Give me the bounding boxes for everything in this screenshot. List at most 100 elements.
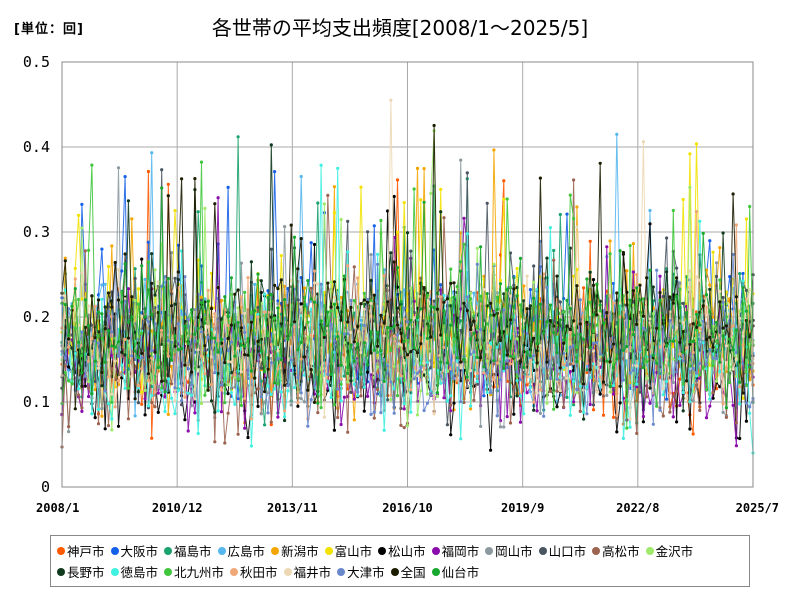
data-point — [439, 295, 443, 299]
data-point — [362, 409, 366, 413]
data-point — [532, 296, 536, 300]
data-point — [67, 379, 71, 383]
legend-marker — [431, 546, 440, 555]
data-point — [67, 337, 71, 341]
data-point — [190, 370, 194, 374]
data-point — [319, 406, 323, 410]
series-points-19 — [60, 186, 755, 410]
data-point — [103, 305, 107, 309]
data-point — [116, 379, 121, 383]
data-point — [395, 230, 400, 234]
data-point — [661, 316, 665, 320]
data-point — [459, 360, 463, 364]
data-point — [704, 416, 709, 420]
data-point — [555, 377, 559, 381]
data-point — [249, 320, 253, 324]
data-point — [552, 248, 556, 253]
data-point — [116, 298, 121, 302]
data-point — [209, 355, 214, 359]
data-point — [648, 317, 652, 321]
data-point — [425, 392, 429, 396]
data-point — [714, 339, 719, 344]
data-point — [259, 349, 263, 353]
data-point — [296, 375, 300, 380]
data-point — [415, 351, 420, 355]
data-point — [336, 387, 340, 391]
data-point — [555, 351, 559, 355]
data-point — [100, 414, 104, 418]
data-point — [638, 298, 642, 302]
data-point — [741, 271, 745, 276]
data-point — [309, 368, 313, 372]
data-point — [196, 339, 200, 343]
data-point — [562, 341, 566, 345]
data-point — [575, 267, 579, 272]
data-point — [372, 348, 376, 352]
data-point — [741, 362, 745, 366]
data-point — [651, 312, 655, 316]
data-point — [479, 356, 483, 360]
data-point — [342, 332, 346, 336]
data-point — [405, 424, 410, 428]
data-point — [681, 350, 685, 354]
data-point — [332, 428, 336, 432]
data-point — [309, 307, 313, 311]
data-point — [489, 448, 493, 452]
data-point — [442, 309, 446, 313]
data-point — [63, 259, 67, 263]
y-tick-label: 0.2 — [23, 308, 50, 326]
legend-label: 秋田市 — [240, 565, 278, 580]
legend-item: 大阪市 — [110, 540, 158, 561]
data-point — [691, 432, 695, 436]
data-point — [283, 415, 287, 419]
data-point — [738, 309, 742, 313]
data-point — [219, 337, 224, 342]
data-point — [286, 389, 290, 393]
data-point — [130, 295, 134, 299]
data-point — [635, 431, 639, 435]
data-point — [329, 305, 333, 309]
data-point — [565, 363, 569, 367]
data-point — [113, 260, 117, 265]
data-point — [439, 360, 443, 364]
data-point — [525, 332, 529, 336]
data-point — [479, 424, 483, 428]
data-point — [675, 389, 679, 393]
data-point — [103, 427, 107, 431]
data-point — [372, 410, 376, 414]
data-point — [409, 318, 413, 322]
data-point — [349, 343, 353, 347]
data-point — [296, 267, 300, 271]
data-point — [103, 360, 107, 364]
data-point — [273, 381, 277, 385]
data-point — [552, 258, 556, 262]
data-point — [585, 307, 589, 311]
data-point — [482, 365, 486, 369]
data-point — [465, 232, 469, 236]
data-point — [714, 261, 719, 265]
data-point — [545, 369, 549, 373]
data-point — [226, 315, 230, 319]
data-point — [146, 372, 150, 376]
data-point — [711, 335, 715, 339]
data-point — [449, 403, 453, 407]
legend-item: 松山市 — [378, 540, 426, 561]
data-point — [525, 391, 529, 395]
data-point — [150, 281, 154, 285]
data-point — [518, 303, 523, 307]
data-point — [359, 185, 363, 189]
data-point — [548, 319, 553, 323]
data-point — [289, 403, 293, 407]
data-point — [96, 366, 101, 370]
data-point — [502, 369, 506, 373]
data-point — [412, 316, 416, 320]
data-point — [166, 354, 170, 358]
data-point — [130, 315, 134, 319]
legend-label: 福岡市 — [441, 544, 480, 559]
data-point — [439, 374, 443, 378]
data-point — [452, 281, 456, 285]
data-point — [90, 336, 94, 340]
data-point — [96, 298, 101, 302]
data-point — [96, 407, 101, 411]
data-point — [671, 301, 675, 305]
